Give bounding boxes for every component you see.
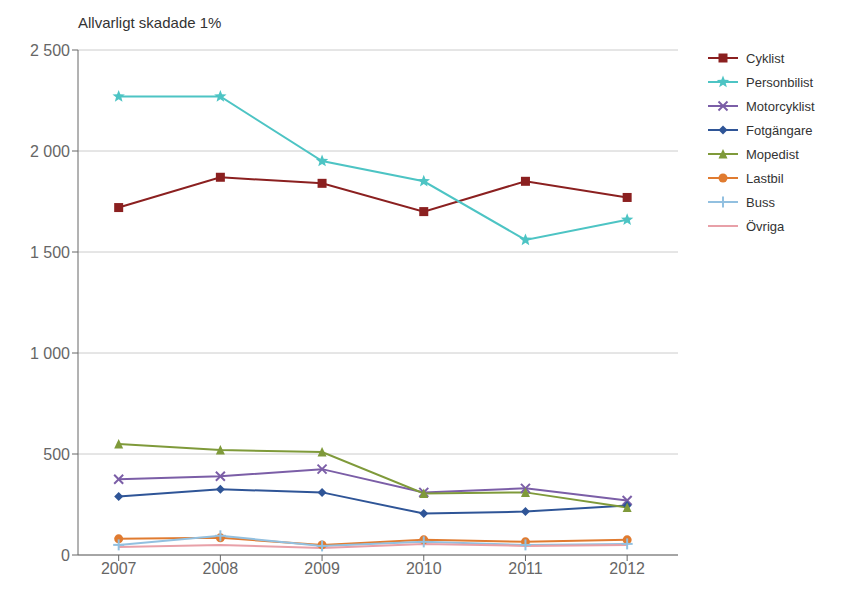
html-text:Cyklist: Cyklist <box>746 50 785 66</box>
html-text:Allvarligt skadade 1%: Allvarligt skadade 1% <box>78 14 222 31</box>
svg-text:2007: 2007 <box>101 560 137 577</box>
svg-text:0: 0 <box>61 547 70 564</box>
svg-text:2 500: 2 500 <box>30 42 70 59</box>
html-text:Fotgängare: Fotgängare <box>746 122 813 138</box>
svg-text:1 500: 1 500 <box>30 244 70 261</box>
html-text:Buss: Buss <box>746 194 775 210</box>
svg-text:2 000: 2 000 <box>30 143 70 160</box>
html-text:Motorcyklist: Motorcyklist <box>746 98 815 114</box>
svg-text:2012: 2012 <box>609 560 645 577</box>
svg-text:2008: 2008 <box>203 560 239 577</box>
html-text:Mopedist: Mopedist <box>746 146 799 162</box>
html-text:Övriga: Övriga <box>746 218 785 234</box>
svg-text:2009: 2009 <box>304 560 340 577</box>
svg-text:2011: 2011 <box>508 560 543 577</box>
svg-text:2010: 2010 <box>406 560 442 577</box>
svg-text:500: 500 <box>43 446 70 463</box>
html-text:Personbilist: Personbilist <box>746 74 814 90</box>
svg-text:1 000: 1 000 <box>30 345 70 362</box>
html-text:Lastbil: Lastbil <box>746 170 784 186</box>
